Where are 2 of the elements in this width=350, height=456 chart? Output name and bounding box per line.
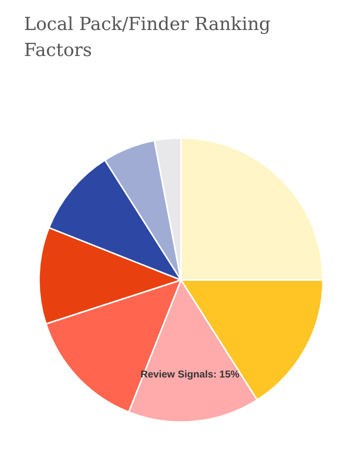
chart-title: Local Pack/Finder Ranking Factors: [24, 14, 271, 61]
slice-label: Review Signals: 15%: [140, 370, 240, 381]
